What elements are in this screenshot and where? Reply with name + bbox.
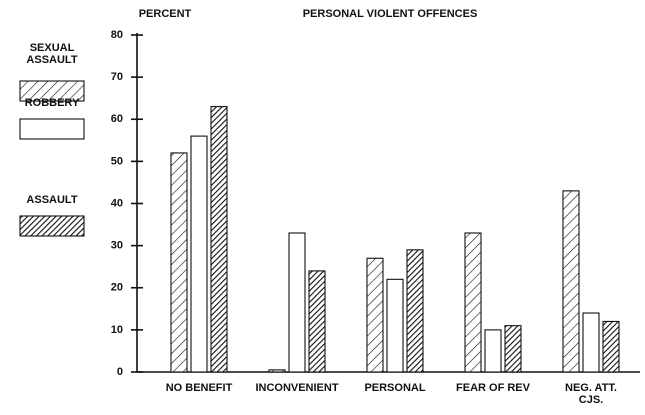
bar xyxy=(210,106,228,373)
bar xyxy=(602,320,620,373)
x-tick-label: FEAR OF REV xyxy=(456,382,531,394)
bar xyxy=(386,278,404,373)
legend-swatch xyxy=(19,80,85,102)
bar xyxy=(582,312,600,373)
bar xyxy=(504,325,522,373)
legend-label: SEXUAL ASSAULT xyxy=(26,42,77,66)
y-tick-label: 70 xyxy=(111,71,123,83)
bar xyxy=(464,232,482,373)
x-tick-label: NO BENEFIT xyxy=(166,382,233,394)
y-tick-label: 20 xyxy=(111,282,123,294)
chart-title: PERSONAL VIOLENT OFFENCES xyxy=(303,8,478,20)
y-tick-label: 60 xyxy=(111,113,123,125)
y-tick-label: 10 xyxy=(111,324,123,336)
bar xyxy=(562,190,580,373)
bar xyxy=(190,135,208,373)
y-tick-label: 50 xyxy=(111,155,123,167)
y-axis-label: PERCENT xyxy=(139,8,192,20)
bar xyxy=(484,329,502,373)
x-tick-label: INCONVENIENT xyxy=(255,382,338,394)
bar xyxy=(268,369,286,373)
legend-swatch xyxy=(19,118,85,140)
bar xyxy=(406,249,424,373)
y-tick-label: 40 xyxy=(111,197,123,209)
bar xyxy=(170,152,188,373)
bar xyxy=(288,232,306,373)
y-tick-label: 0 xyxy=(117,366,123,378)
legend-swatch xyxy=(19,215,85,237)
bar xyxy=(366,257,384,373)
x-tick-label: NEG. ATT. CJS. xyxy=(565,382,617,406)
y-tick-label: 30 xyxy=(111,240,123,252)
legend-label: ASSAULT xyxy=(26,194,77,206)
legend-label: ROBBERY xyxy=(25,97,80,109)
x-tick-label: PERSONAL xyxy=(364,382,425,394)
bar xyxy=(308,270,326,373)
y-tick-label: 80 xyxy=(111,29,123,41)
